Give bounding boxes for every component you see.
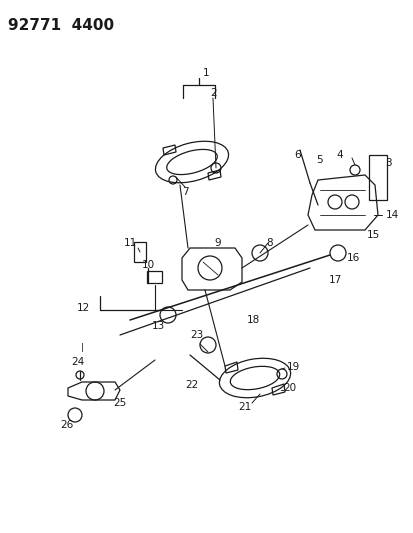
- Text: 10: 10: [141, 260, 154, 270]
- Text: 22: 22: [185, 380, 198, 390]
- Bar: [147, 271, 162, 283]
- Text: 19: 19: [286, 362, 299, 372]
- Bar: [134, 242, 146, 262]
- Text: 18: 18: [246, 315, 259, 325]
- Text: 25: 25: [113, 398, 126, 408]
- Text: 14: 14: [385, 210, 398, 220]
- Text: 5: 5: [316, 155, 323, 165]
- Text: 20: 20: [283, 383, 296, 393]
- Text: 2: 2: [210, 88, 217, 98]
- Text: |: |: [81, 343, 83, 352]
- Text: 15: 15: [366, 230, 379, 240]
- Text: 11: 11: [123, 238, 136, 248]
- Text: 12: 12: [76, 303, 90, 313]
- Text: 13: 13: [151, 321, 164, 331]
- Text: 21: 21: [238, 402, 251, 412]
- Text: 92771  4400: 92771 4400: [8, 18, 114, 33]
- Text: 16: 16: [346, 253, 359, 263]
- Text: 23: 23: [190, 330, 203, 340]
- Text: 3: 3: [384, 158, 390, 168]
- Text: 24: 24: [71, 357, 84, 367]
- Text: 26: 26: [60, 420, 74, 430]
- Text: 9: 9: [214, 238, 221, 248]
- Text: 8: 8: [266, 238, 273, 248]
- Text: 1: 1: [202, 68, 209, 78]
- Text: 4: 4: [336, 150, 342, 160]
- Text: 17: 17: [328, 275, 341, 285]
- Text: 7: 7: [181, 187, 188, 197]
- Text: 6: 6: [294, 150, 301, 160]
- Bar: [368, 155, 386, 199]
